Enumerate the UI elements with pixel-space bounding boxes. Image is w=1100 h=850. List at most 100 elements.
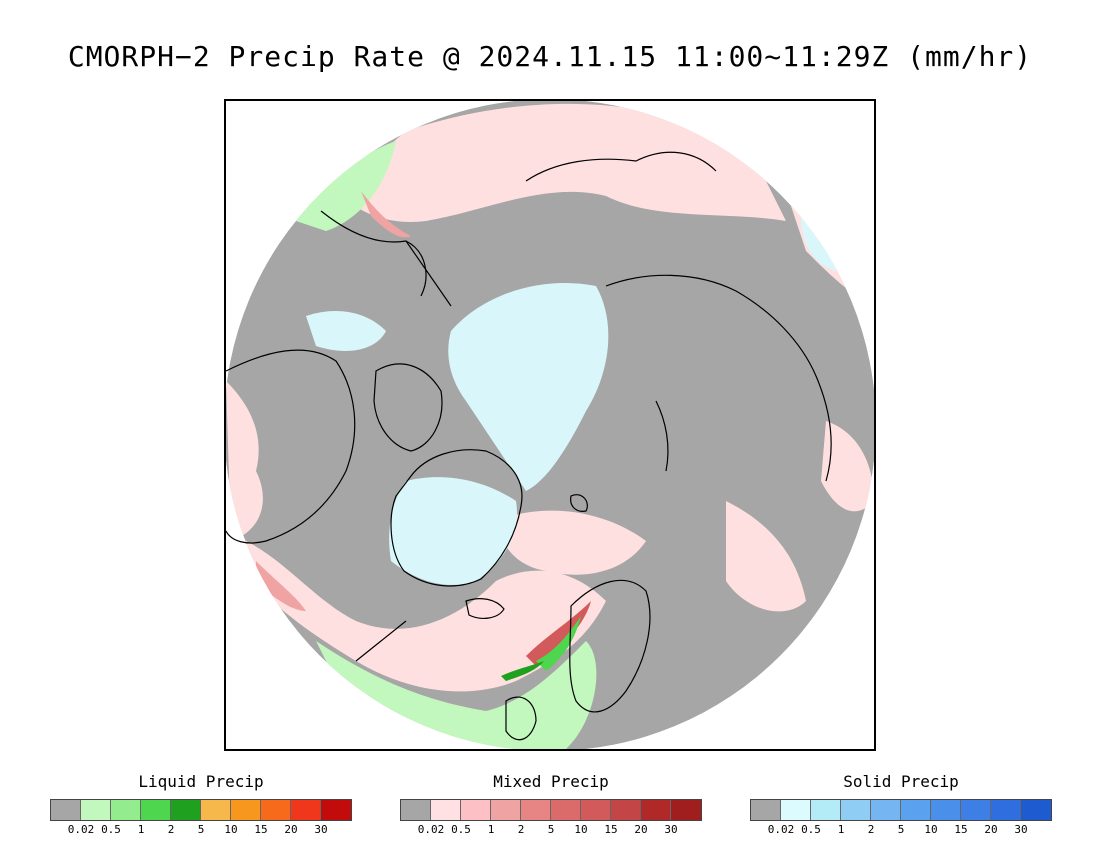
legend-swatch — [51, 800, 81, 820]
mixed-precip-band-kamchatka — [361, 191, 411, 238]
legend-swatch — [1021, 800, 1051, 820]
legend-tick-label: 10 — [574, 823, 588, 836]
border-canada-usa — [355, 620, 407, 662]
legend-swatch — [551, 800, 581, 820]
legend-swatch — [901, 800, 931, 820]
legend-swatch — [751, 800, 781, 820]
legend-title-liquid: Liquid Precip — [138, 772, 264, 791]
legend-swatch — [871, 800, 901, 820]
legend-swatch — [641, 800, 671, 820]
coastline-siberia — [605, 274, 832, 482]
legend-ticks-liquid: 0.02 0.5 1 2 5 10 15 20 30 — [50, 823, 352, 837]
legend-tick-label: 30 — [314, 823, 328, 836]
coastline-greenland — [390, 449, 523, 587]
legend-swatch — [201, 800, 231, 820]
legend-tick-label: 10 — [924, 823, 938, 836]
legend-tick-label: 15 — [604, 823, 618, 836]
legend-tick-label: 30 — [1014, 823, 1028, 836]
legend-ticks-mixed: 0.02 0.5 1 2 5 10 15 20 30 — [400, 823, 702, 837]
legend-tick-label: 0.5 — [101, 823, 121, 836]
solid-precip-canada-north — [306, 311, 386, 351]
legend-title-mixed: Mixed Precip — [493, 772, 609, 791]
liquid-precip-core-norway — [501, 661, 544, 681]
coastline-scandinavia — [569, 579, 651, 713]
legend-swatch — [671, 800, 701, 820]
legend-tick-label: 20 — [634, 823, 648, 836]
mixed-precip-band-labrador — [256, 561, 306, 611]
legend-tick-label: 20 — [984, 823, 998, 836]
polar-precip-map — [226, 101, 874, 749]
mixed-precip-band-norwegian-sea — [526, 601, 591, 666]
coastline-chukotka — [525, 151, 717, 182]
legend-swatches-liquid — [50, 799, 352, 821]
legend-swatches-mixed — [400, 799, 702, 821]
liquid-precip-aleutians — [296, 141, 396, 231]
legend-tick-label: 1 — [487, 823, 495, 836]
legend-tick-label: 15 — [954, 823, 968, 836]
legend-tick-label: 20 — [284, 823, 298, 836]
legend-tick-label: 2 — [867, 823, 875, 836]
mixed-precip-greenland-sea — [496, 510, 646, 575]
legend-swatch — [111, 800, 141, 820]
legend-tick-label: 0.5 — [451, 823, 471, 836]
solid-precip-bering — [801, 216, 837, 271]
legend-swatch — [141, 800, 171, 820]
coastline-iceland — [465, 598, 505, 619]
legend-swatches-solid — [750, 799, 1052, 821]
legend-swatch — [261, 800, 291, 820]
legend-tick-label: 5 — [897, 823, 905, 836]
legend-tick-label: 0.02 — [767, 823, 795, 836]
legend-tick-label: 1 — [837, 823, 845, 836]
coastline-british-isles — [505, 696, 537, 741]
border-alaska-canada — [405, 240, 452, 307]
legend-tick-label: 30 — [664, 823, 678, 836]
solid-precip-arctic-ocean — [448, 283, 609, 491]
coastline-north-america — [226, 349, 356, 544]
legend-swatch — [841, 800, 871, 820]
legend-swatch — [231, 800, 261, 820]
mixed-precip-alaska — [226, 381, 263, 541]
legend-tick-label: 10 — [224, 823, 238, 836]
legend-swatch — [931, 800, 961, 820]
legend-swatch — [581, 800, 611, 820]
legend-swatch — [461, 800, 491, 820]
coastline-alaska — [320, 210, 427, 297]
legend-swatch — [491, 800, 521, 820]
coastline-novaya-zemlya — [655, 400, 669, 472]
mixed-precip-north-atlantic — [246, 541, 606, 692]
mixed-precip-siberia-east — [821, 421, 874, 512]
precip-layer — [226, 101, 874, 749]
solid-precip-greenland — [389, 477, 517, 585]
legend-tick-label: 2 — [517, 823, 525, 836]
legend-swatch — [401, 800, 431, 820]
legend-swatch — [811, 800, 841, 820]
legend-swatch — [81, 800, 111, 820]
legend-tick-label: 5 — [547, 823, 555, 836]
legend-swatch — [991, 800, 1021, 820]
legend-mixed: Mixed Precip 0.02 0.5 1 2 5 10 15 20 30 — [400, 772, 702, 837]
legend-swatch — [961, 800, 991, 820]
mixed-precip-siberia-south — [726, 501, 806, 612]
legend-title-solid: Solid Precip — [843, 772, 959, 791]
coastline-canadian-archipelago — [373, 363, 443, 452]
legend-swatch — [171, 800, 201, 820]
legend-ticks-solid: 0.02 0.5 1 2 5 10 15 20 30 — [750, 823, 1052, 837]
map-title: CMORPH−2 Precip Rate @ 2024.11.15 11:00~… — [67, 40, 1033, 73]
mixed-precip-northern-arc — [336, 103, 786, 222]
legend-tick-label: 0.5 — [801, 823, 821, 836]
legend-swatch — [291, 800, 321, 820]
coastline-svalbard — [570, 494, 588, 512]
coastlines — [226, 151, 832, 741]
legend-tick-label: 1 — [137, 823, 145, 836]
legend-swatch — [781, 800, 811, 820]
legend-liquid: Liquid Precip 0.02 0.5 1 2 5 10 15 20 30 — [50, 772, 352, 837]
legend-tick-label: 2 — [167, 823, 175, 836]
legend-swatch — [431, 800, 461, 820]
legend-tick-label: 5 — [197, 823, 205, 836]
legend-swatch — [321, 800, 351, 820]
legend-tick-label: 0.02 — [67, 823, 95, 836]
liquid-precip-band-norway — [536, 616, 581, 671]
legend-tick-label: 15 — [254, 823, 268, 836]
legend-tick-label: 0.02 — [417, 823, 445, 836]
map-frame — [224, 99, 876, 751]
